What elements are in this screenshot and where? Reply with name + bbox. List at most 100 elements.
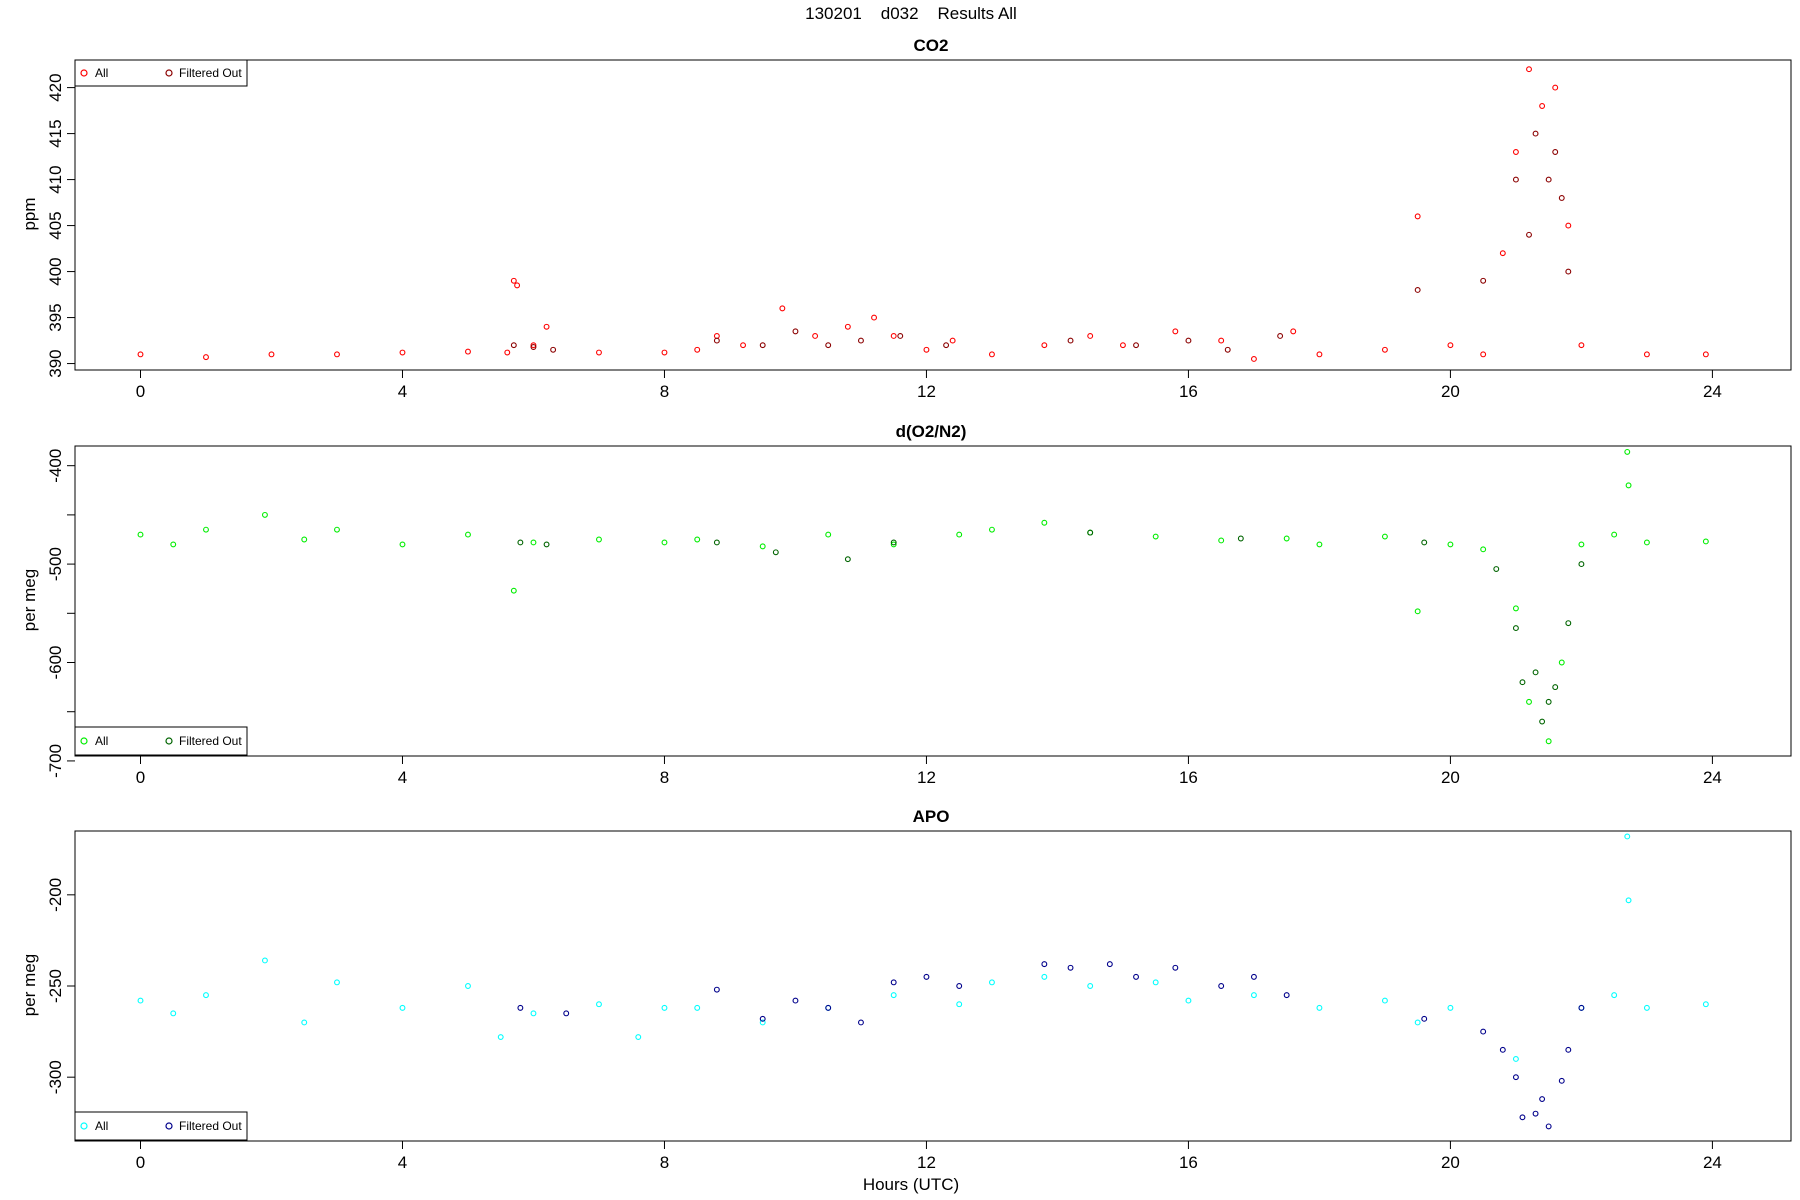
- do2n2-all-point: [1545, 738, 1552, 745]
- co2-x-tick-label: 4: [398, 382, 407, 401]
- apo-all-point: [759, 1019, 766, 1026]
- apo-all-point: [890, 992, 897, 999]
- co2-filtered-point: [1512, 176, 1519, 183]
- apo-all-point: [1447, 1004, 1454, 1011]
- do2n2-filtered-point: [517, 539, 524, 546]
- apo-filtered-point: [1067, 964, 1074, 971]
- co2-filtered-point: [858, 337, 864, 344]
- apo-legend-all-label: All: [95, 1119, 108, 1133]
- co2-x-tick-label: 16: [1179, 382, 1198, 401]
- do2n2-plot-frame: [74, 445, 1792, 757]
- co2-all-point: [399, 349, 406, 356]
- apo-filtered-point: [923, 973, 930, 980]
- co2-all-point: [890, 333, 897, 339]
- do2n2-all-point: [203, 526, 209, 533]
- apo-all-point: [203, 992, 209, 999]
- apo-legend-all-marker: [80, 1122, 88, 1130]
- apo-filtered-point: [890, 979, 897, 986]
- apo-y-tick-label: -300: [46, 1060, 65, 1094]
- co2-all-point: [1512, 149, 1519, 155]
- apo-all-point: [137, 997, 144, 1004]
- co2-y-tick-label: 395: [46, 303, 65, 331]
- apo-legend-filtered-label: Filtered Out: [179, 1119, 242, 1133]
- co2-all-point: [596, 349, 602, 356]
- do2n2-all-point: [825, 531, 832, 538]
- apo-all-point: [497, 1034, 504, 1041]
- co2-y-tick-label: 390: [46, 349, 65, 377]
- apo-all-point: [956, 1001, 963, 1008]
- do2n2-all-point: [334, 526, 340, 533]
- do2n2-filtered-point: [1237, 535, 1244, 542]
- do2n2-all-point: [661, 539, 668, 546]
- do2n2-all-point: [301, 536, 308, 543]
- apo-filtered-point: [1250, 973, 1257, 980]
- apo-x-tick-label: 16: [1179, 1153, 1198, 1172]
- apo-all-point: [1414, 1019, 1421, 1026]
- co2-all-point: [988, 351, 995, 358]
- do2n2-y-label: per meg: [20, 569, 39, 631]
- do2n2-filtered-point: [1565, 620, 1572, 627]
- apo-y-tick-label: -250: [46, 969, 65, 1003]
- apo-y-tick-label: -200: [46, 878, 65, 912]
- co2-filtered-point: [825, 342, 832, 349]
- co2-plot-frame: [74, 59, 1792, 371]
- apo-all-point: [694, 1004, 701, 1011]
- co2-all-point: [694, 346, 701, 353]
- co2-all-point: [268, 351, 275, 358]
- apo-filtered-point: [563, 1010, 570, 1017]
- apo-all-point: [1643, 1004, 1650, 1011]
- apo-all-point: [1512, 1055, 1519, 1062]
- do2n2-x-tick-label: 20: [1441, 768, 1460, 787]
- co2-all-point: [1218, 337, 1225, 344]
- apo-all-point: [301, 1019, 308, 1026]
- co2-all-point: [1041, 342, 1048, 349]
- co2-x-tick-label: 20: [1441, 382, 1460, 401]
- apo-filtered-point: [1499, 1046, 1506, 1053]
- co2-all-point: [1539, 103, 1546, 109]
- do2n2-y-tick-label: -600: [46, 645, 65, 679]
- do2n2-all-point: [1041, 519, 1048, 526]
- do2n2-x-axis: 0 4 8 12 16 20 24: [136, 756, 1722, 787]
- apo-filtered-point: [1421, 1015, 1428, 1022]
- do2n2-legend-all-marker: [80, 737, 88, 745]
- apo-all-point: [399, 1004, 406, 1011]
- apo-filtered-point: [1532, 1110, 1539, 1117]
- apo-all-point: [261, 957, 268, 964]
- do2n2-y-tick-label: -400: [46, 449, 65, 483]
- do2n2-x-tick-label: 16: [1179, 768, 1198, 787]
- co2-all-point: [514, 282, 521, 289]
- do2n2-x-tick-label: 8: [660, 768, 669, 787]
- do2n2-all-point: [399, 541, 406, 548]
- co2-filtered-point: [759, 342, 766, 349]
- do2n2-filtered-point: [844, 556, 851, 563]
- apo-all-point: [334, 979, 340, 986]
- co2-legend-all-label: All: [95, 66, 108, 80]
- co2-all-point: [1172, 328, 1179, 335]
- co2-y-tick-label: 415: [46, 119, 65, 147]
- do2n2-y-tick-label: -700: [46, 744, 65, 778]
- do2n2-legend-filtered-label: Filtered Out: [179, 734, 242, 748]
- do2n2-legend-filtered-marker: [165, 737, 173, 745]
- co2-x-tick-label: 0: [136, 382, 145, 401]
- apo-all-point: [635, 1034, 642, 1041]
- do2n2-x-tick-label: 12: [917, 768, 936, 787]
- do2n2-all-point: [170, 541, 177, 548]
- do2n2-x-tick-label: 0: [136, 768, 145, 787]
- apo-y-axis: -200 -250 -300: [46, 878, 75, 1094]
- do2n2-legend-box: [74, 726, 248, 756]
- do2n2-filtered-point: [543, 541, 550, 548]
- apo-title: APO: [913, 807, 950, 826]
- co2-x-tick-label: 12: [917, 382, 936, 401]
- apo-filtered-point: [1041, 961, 1048, 968]
- co2-y-tick-label: 405: [46, 211, 65, 239]
- co2-all-point: [1480, 351, 1487, 358]
- co2-filtered-point: [510, 342, 517, 349]
- apo-filtered-point: [1512, 1074, 1519, 1081]
- co2-filtered-point: [1414, 287, 1421, 293]
- co2-filtered-point: [1224, 346, 1231, 353]
- do2n2-legend: All Filtered Out: [74, 726, 248, 756]
- apo-y-label: per meg: [20, 954, 39, 1016]
- co2-all-point: [203, 354, 209, 361]
